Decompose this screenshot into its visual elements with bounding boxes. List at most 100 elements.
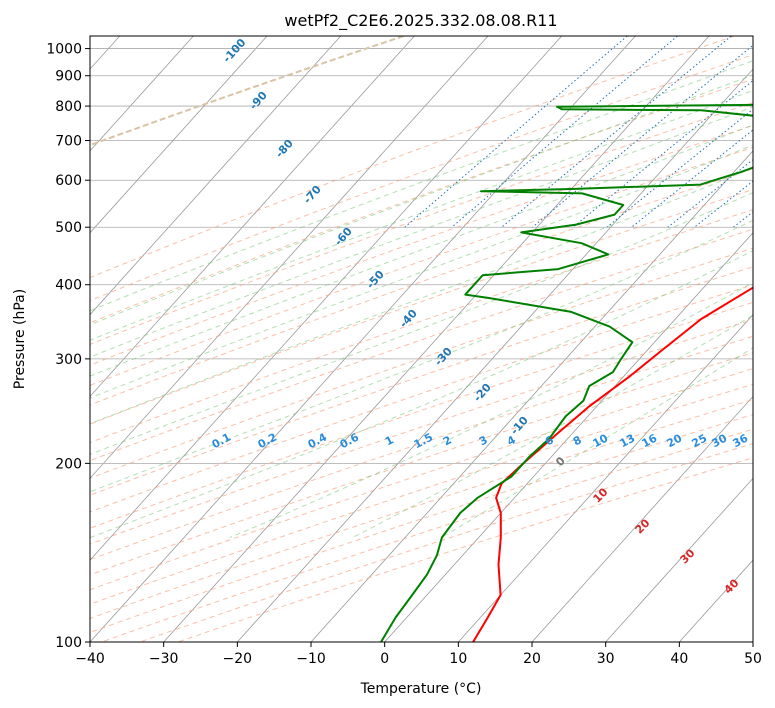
isotherm (90, 36, 636, 642)
dry-adiabat (90, 399, 753, 620)
dewpoint-profile (380, 103, 753, 642)
dry-adiabat (177, 457, 753, 642)
moist-adiabat-label: 0 (553, 454, 568, 469)
profiles (380, 103, 753, 642)
isotherm (531, 395, 753, 642)
dry-adiabat (90, 36, 735, 279)
mixing-ratio-line (762, 36, 775, 227)
x-tick-label: −20 (223, 651, 253, 667)
temperature-profile (472, 286, 753, 642)
mixing-ratio-label: 1 (383, 433, 396, 448)
moist-adiabat-label: 30 (678, 546, 698, 566)
chart-title: wetPf2_C2E6.2025.332.08.08.R11 (284, 11, 557, 31)
reference-curve (90, 36, 405, 147)
dry-adiabat (90, 228, 753, 462)
isotherm (163, 36, 710, 642)
dry-adiabat (90, 266, 753, 496)
isotherm-label: -50 (364, 268, 387, 292)
isotherm (90, 36, 415, 398)
moist-adiabat (229, 281, 753, 538)
dry-adiabat (90, 352, 753, 576)
mixing-ratio-label: 0.1 (210, 431, 233, 452)
moist-adiabat (90, 60, 753, 312)
dry-adiabat (90, 168, 753, 406)
x-axis-label: Temperature (°C) (360, 681, 482, 697)
isotherm-label: -90 (247, 89, 270, 113)
y-tick-label: 100 (55, 635, 82, 651)
x-tick-label: 50 (744, 651, 762, 667)
background-lines (90, 36, 775, 642)
dry-adiabat (90, 54, 753, 302)
dry-adiabat (101, 428, 753, 642)
moist-adiabat (90, 124, 753, 377)
mixing-ratio-label: 2 (441, 433, 454, 448)
isotherm (384, 232, 753, 642)
mixing-ratio-label: 1.5 (412, 431, 435, 452)
mixing-ratio-label: 25 (690, 432, 710, 451)
plot-area: -100-90-80-70-60-50-40-30-20-100.1 0.2 0.4… (89, 35, 775, 643)
dry-adiabat (90, 188, 753, 425)
y-tick-label: 700 (55, 133, 82, 149)
dry-adiabat (90, 414, 753, 633)
isotherm (90, 36, 342, 316)
y-tick-label: 400 (55, 278, 82, 294)
mixing-ratio-line (667, 159, 753, 228)
moist-adiabat (90, 89, 753, 341)
x-tick-label: 40 (670, 651, 688, 667)
moist-adiabat-label: 20 (633, 516, 653, 536)
isotherm (679, 559, 753, 642)
mixing-ratio-line (631, 129, 753, 228)
dry-adiabat (90, 383, 753, 605)
y-tick-label: 500 (55, 220, 82, 236)
mixing-ratio-label: 16 (640, 431, 660, 450)
isotherm (605, 477, 753, 642)
y-tick-label: 900 (55, 69, 82, 85)
x-tick-label: 10 (449, 651, 467, 667)
y-axis-label: Pressure (hPa) (12, 289, 28, 389)
isotherm (752, 641, 753, 642)
dry-adiabat (90, 102, 753, 345)
mixing-ratio-line (572, 79, 753, 228)
isotherm-label: -30 (432, 345, 455, 369)
y-tick-label: 300 (55, 352, 82, 368)
mixing-ratio-line (532, 44, 753, 228)
isotherm (90, 36, 563, 561)
y-axis-ticks: 100 200 300 400 500 600 700 800 900 1000 (46, 42, 90, 651)
moist-adiabat-label: 40 (722, 576, 742, 596)
mixing-ratio-label: 3 (477, 433, 490, 448)
y-tick-label: 200 (55, 456, 82, 472)
dry-adiabat (90, 301, 753, 529)
moist-adiabat (90, 74, 753, 326)
moist-adiabat (90, 106, 753, 358)
isotherm (90, 36, 194, 152)
dry-adiabat (90, 284, 753, 513)
mixing-ratio-line (694, 180, 753, 228)
mixing-ratio-label: 0.4 (306, 430, 330, 451)
x-tick-label: 20 (523, 651, 541, 667)
isotherm (310, 150, 753, 642)
dry-adiabat (90, 124, 753, 366)
isotherm-label: -40 (397, 307, 420, 331)
dry-adiabat (90, 318, 753, 545)
isotherm (458, 313, 753, 642)
mixing-ratio-label: 10 (591, 431, 611, 450)
mixing-ratio-label: 13 (618, 432, 638, 451)
dry-adiabat (90, 335, 753, 561)
mixing-ratio-line (451, 36, 678, 228)
isotherm-label: -70 (301, 183, 324, 207)
isotherm (237, 68, 753, 642)
mixing-ratio-line (501, 36, 732, 228)
y-tick-label: 1000 (46, 42, 82, 58)
plot-frame (89, 35, 754, 643)
dry-adiabat (90, 78, 753, 324)
mixing-ratio-line (606, 108, 753, 228)
moist-adiabat (90, 144, 753, 399)
x-tick-label: −40 (75, 651, 105, 667)
x-tick-label: −30 (149, 651, 179, 667)
dry-adiabat (90, 209, 753, 444)
x-tick-label: 0 (380, 651, 389, 667)
dry-adiabat (139, 443, 753, 642)
y-tick-label: 800 (55, 99, 82, 115)
moist-adiabat (90, 250, 753, 538)
